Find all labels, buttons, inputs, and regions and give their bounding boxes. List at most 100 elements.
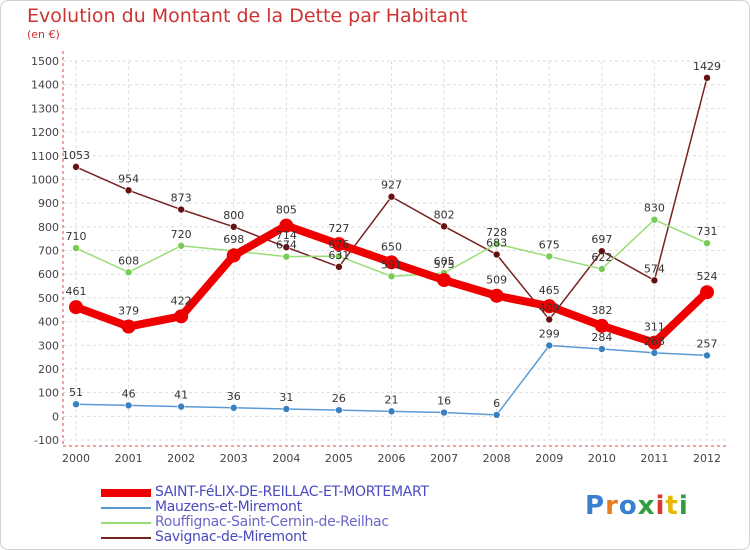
data-label-3: 1429 [693, 60, 721, 73]
y-tick-label: 900 [38, 197, 59, 210]
data-label-1: 21 [385, 393, 399, 406]
data-point-3 [177, 205, 185, 214]
data-point-0 [69, 300, 83, 315]
chart-unit: (en €) [27, 28, 60, 41]
data-label-1: 46 [122, 387, 136, 400]
data-point-0 [542, 299, 557, 314]
data-label-2: 710 [66, 230, 87, 243]
data-label-1: 36 [227, 390, 241, 403]
x-tick-label: 2006 [378, 452, 406, 465]
data-point-2 [387, 272, 396, 281]
data-point-0 [647, 335, 662, 350]
data-point-2 [492, 240, 501, 248]
y-tick-label: 1400 [31, 79, 59, 92]
data-point-0 [279, 218, 294, 233]
y-tick-label: 100 [38, 387, 59, 400]
data-point-1 [440, 408, 448, 417]
data-point-0 [384, 255, 399, 270]
data-point-3 [598, 247, 606, 256]
data-label-0: 727 [328, 222, 349, 235]
x-tick-label: 2012 [693, 452, 721, 465]
data-label-2: 731 [697, 225, 718, 238]
data-label-0: 461 [66, 285, 87, 298]
data-label-3: 800 [223, 209, 244, 222]
y-tick-label: -100 [34, 434, 59, 447]
data-point-0 [437, 273, 452, 288]
y-tick-label: 200 [38, 363, 59, 376]
x-tick-label: 2000 [62, 452, 90, 465]
data-point-2 [72, 244, 80, 252]
data-point-1 [650, 349, 659, 357]
logo-letter: i [678, 491, 689, 521]
data-label-2: 830 [644, 202, 665, 215]
data-label-0: 379 [118, 305, 139, 318]
data-point-3 [335, 263, 343, 271]
data-point-0 [226, 248, 241, 263]
data-label-0: 509 [486, 274, 507, 287]
legend-label-mauzens: Mauzens-et-Miremont [155, 499, 302, 515]
data-label-2: 728 [486, 226, 507, 239]
data-label-2: 605 [434, 255, 455, 268]
data-point-1 [598, 345, 606, 353]
data-label-3: 873 [171, 192, 192, 205]
data-point-0 [174, 309, 189, 324]
data-point-3 [650, 276, 659, 285]
data-point-2 [703, 239, 711, 247]
legend-label-saint-felix: SAINT-FéLIX-DE-REILLAC-ET-MORTEMART [155, 484, 429, 500]
y-tick-label: 600 [38, 268, 59, 281]
data-point-2 [545, 252, 554, 261]
data-label-1: 31 [279, 391, 293, 404]
data-point-3 [124, 186, 133, 195]
data-point-0 [331, 237, 346, 252]
legend-swatch-rouffignac [101, 522, 151, 524]
x-tick-label: 2003 [220, 452, 248, 465]
data-label-1: 51 [69, 386, 83, 399]
data-point-2 [650, 215, 659, 224]
x-tick-label: 2010 [588, 452, 616, 465]
data-point-1 [282, 405, 291, 413]
data-label-0: 650 [381, 240, 402, 253]
data-label-0: 805 [276, 204, 297, 217]
y-tick-label: 300 [38, 339, 59, 352]
data-point-3 [492, 250, 501, 259]
data-label-0: 311 [644, 321, 665, 334]
data-point-2 [124, 268, 133, 277]
chart-title: Evolution du Montant de la Dette par Hab… [27, 5, 468, 27]
logo-letter: P [585, 491, 606, 521]
data-label-1: 16 [437, 395, 451, 408]
x-tick-label: 2008 [483, 452, 511, 465]
x-tick-label: 2004 [272, 452, 300, 465]
data-point-3 [440, 222, 448, 231]
data-point-3 [229, 223, 238, 231]
data-label-0: 422 [171, 294, 192, 307]
data-label-1: 257 [697, 337, 718, 350]
y-tick-label: 1000 [31, 173, 59, 186]
data-label-2: 622 [591, 251, 612, 264]
legend-swatch-savignac [101, 537, 151, 539]
data-label-1: 284 [591, 331, 612, 344]
legend-label-savignac: Savignac-de-Miremont [155, 529, 307, 545]
data-label-1: 6 [493, 397, 500, 410]
data-label-3: 714 [276, 229, 297, 242]
data-label-0: 465 [539, 284, 560, 297]
y-tick-label: 1300 [31, 102, 59, 115]
data-label-3: 802 [434, 208, 455, 221]
data-label-3: 574 [644, 262, 665, 275]
data-point-1 [335, 406, 343, 414]
logo-letter: x [637, 491, 656, 521]
logo-letter: o [618, 491, 638, 521]
y-tick-label: 700 [38, 245, 59, 258]
data-label-1: 268 [644, 335, 665, 348]
logo-letter: t [665, 491, 679, 521]
data-label-3: 631 [328, 249, 349, 262]
data-point-0 [700, 285, 714, 300]
logo-letter: r [605, 491, 619, 521]
data-label-0: 524 [697, 270, 718, 283]
data-point-1 [703, 351, 711, 360]
data-point-1 [229, 403, 238, 412]
data-label-3: 697 [591, 233, 612, 246]
data-label-2: 674 [276, 239, 297, 252]
data-point-0 [489, 288, 504, 303]
data-point-2 [282, 252, 291, 261]
